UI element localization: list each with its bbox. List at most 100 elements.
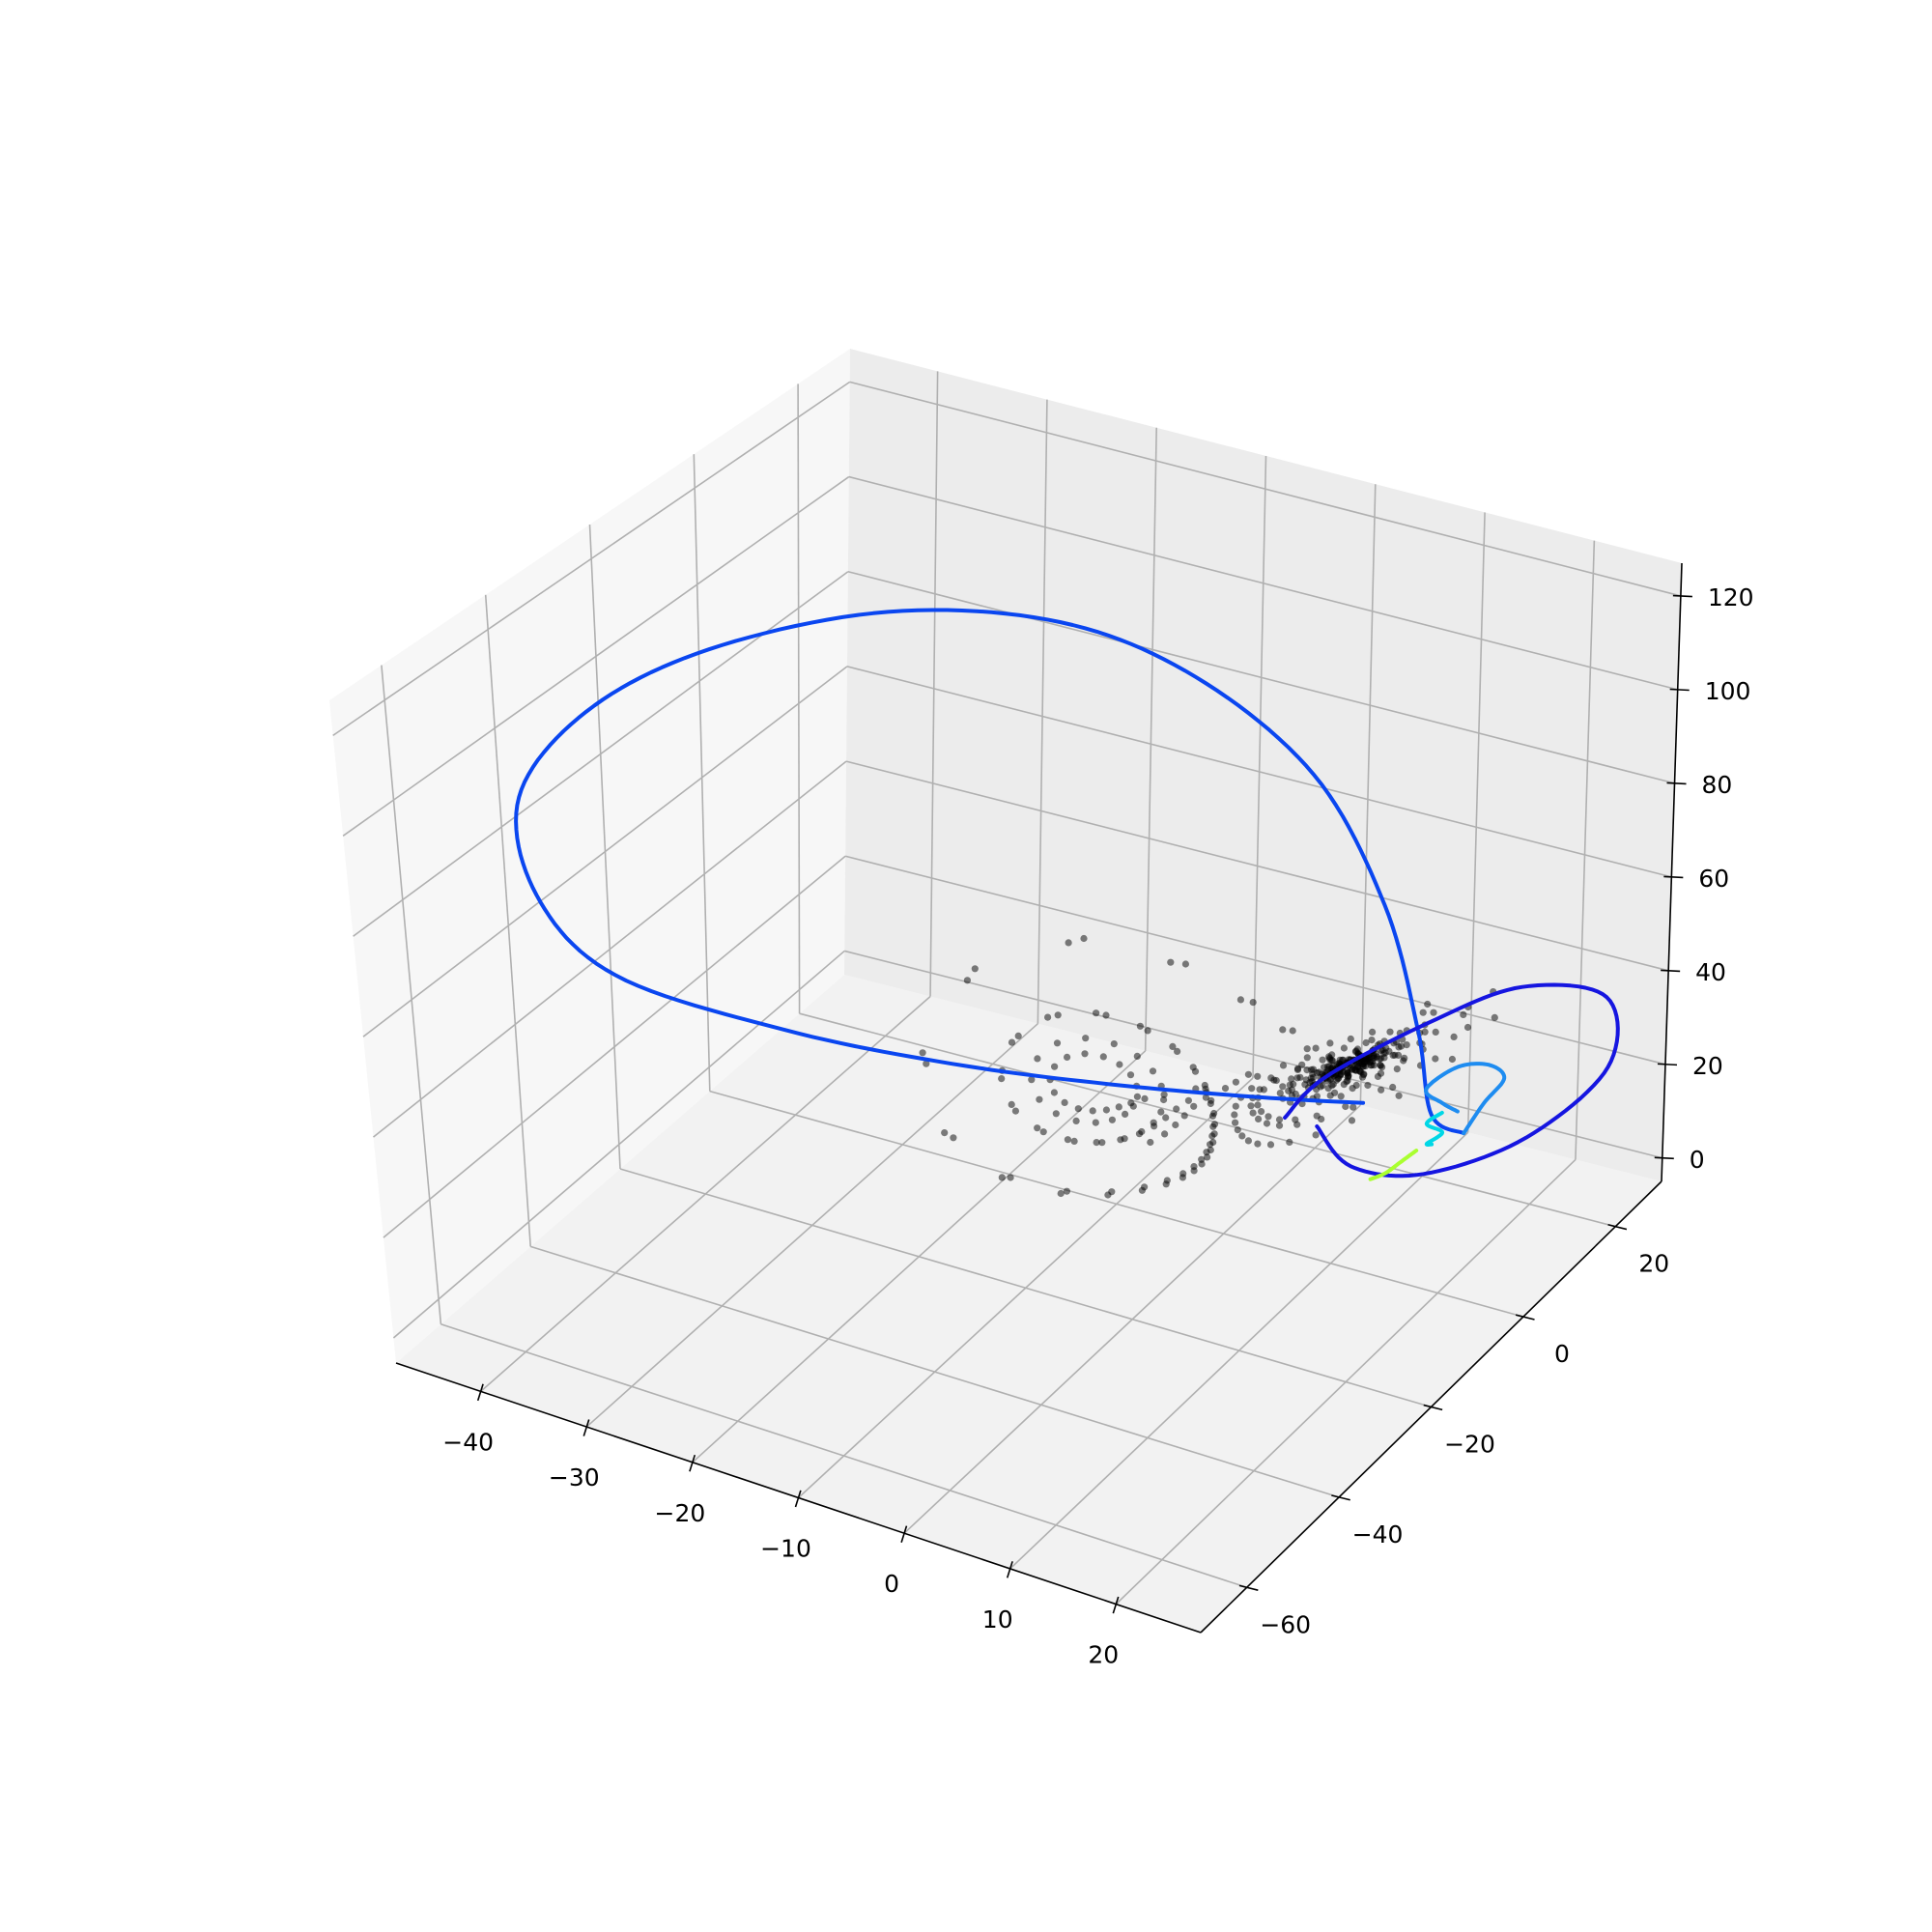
- scatter-point: [1339, 1056, 1348, 1064]
- x-tick: [900, 1525, 908, 1543]
- scatter-point: [1275, 1116, 1284, 1123]
- z-tick-label: 60: [1698, 865, 1729, 893]
- scatter-point: [963, 977, 972, 984]
- z-tick: [1666, 781, 1687, 785]
- scatter-point: [1254, 1072, 1262, 1080]
- scatter-point: [1190, 1102, 1198, 1110]
- scatter-point: [1209, 1138, 1217, 1147]
- scatter-point: [1144, 1027, 1151, 1035]
- data-series: [514, 608, 1620, 1199]
- scatter-point: [1272, 1076, 1280, 1085]
- scatter-point: [1340, 1044, 1348, 1052]
- scatter-point: [1298, 1061, 1306, 1068]
- scatter-point: [1395, 1043, 1403, 1051]
- grid-lines: [332, 371, 1682, 1605]
- x-grid-line-back: [1144, 427, 1158, 1051]
- scatter-point: [1362, 1038, 1370, 1047]
- scatter-point: [1491, 1013, 1498, 1021]
- scatter-point: [1039, 1128, 1047, 1136]
- tick-marks: [476, 594, 1692, 1614]
- scatter-point: [1108, 1116, 1116, 1123]
- z-grid-line-back: [847, 570, 1675, 784]
- scatter-point: [1351, 1048, 1359, 1056]
- scatter-point: [950, 1134, 957, 1142]
- scatter-point: [1122, 1110, 1129, 1118]
- z-grid-line-left: [332, 381, 851, 737]
- z-grid-line-back: [849, 381, 1682, 597]
- scatter-point: [998, 1075, 1006, 1083]
- x-tick-label: −10: [760, 1535, 811, 1563]
- scatter-point: [1276, 1090, 1284, 1097]
- scatter-point: [1093, 1139, 1100, 1147]
- z-tick-label: 40: [1695, 958, 1726, 986]
- scatter-point: [1292, 1116, 1299, 1123]
- x-tick-label: −20: [655, 1499, 706, 1527]
- scatter-point: [1303, 1054, 1311, 1062]
- scatter-point: [1296, 1073, 1304, 1081]
- scatter-point: [1162, 1180, 1170, 1188]
- scatter-point: [1342, 1102, 1350, 1111]
- scatter-point: [1292, 1090, 1299, 1098]
- scatter-point: [1377, 1069, 1385, 1077]
- scatter-point: [1260, 1086, 1267, 1094]
- scatter-point: [1133, 1052, 1141, 1060]
- z-grid-line-left: [362, 666, 848, 1037]
- scatter-point: [1249, 1109, 1257, 1117]
- scatter-point: [1036, 1095, 1043, 1103]
- scatter-point: [1293, 1065, 1302, 1073]
- scatter-point: [1279, 1062, 1288, 1069]
- scatter-point: [1335, 1074, 1343, 1082]
- trajectory-line-0: [514, 608, 1466, 1136]
- scatter-point: [1345, 1071, 1352, 1079]
- scatter-point: [1082, 1035, 1090, 1042]
- scatter-point: [1167, 958, 1175, 966]
- scatter-point: [1173, 1105, 1180, 1113]
- scatter-point: [1310, 1065, 1318, 1073]
- scatter-point: [1098, 1139, 1106, 1147]
- scatter-point: [1070, 1137, 1078, 1145]
- x-grid-line-back: [1359, 484, 1377, 1106]
- scatter-point: [1312, 1044, 1320, 1052]
- scatter-point: [1174, 1047, 1181, 1055]
- x-grid-line-back: [929, 371, 939, 997]
- scatter-point: [1367, 1062, 1375, 1069]
- scatter-point: [1061, 1098, 1068, 1106]
- scatter-point: [1234, 1126, 1241, 1134]
- scatter-point: [1190, 1167, 1198, 1175]
- y-grid-line-left: [381, 665, 442, 1324]
- z-grid-line-back: [845, 760, 1669, 972]
- scatter-point: [1321, 1064, 1328, 1071]
- scatter-point: [1303, 1066, 1311, 1074]
- scatter-point: [1364, 1081, 1372, 1090]
- x-tick: [1006, 1561, 1013, 1578]
- scatter-point: [1290, 1080, 1297, 1088]
- scatter-point: [1315, 1068, 1323, 1076]
- scatter-point: [1081, 1050, 1089, 1058]
- scatter-point: [1044, 1013, 1052, 1021]
- scatter-point: [1395, 1051, 1403, 1059]
- scatter-point: [1136, 1022, 1144, 1030]
- scatter-point: [1065, 939, 1072, 947]
- scatter-point: [1138, 1186, 1146, 1194]
- scatter-point: [1141, 1094, 1149, 1102]
- scatter-point: [1327, 1075, 1335, 1083]
- y-tick: [1331, 1494, 1350, 1501]
- scatter-point: [1089, 1107, 1096, 1115]
- scatter-point: [1254, 1101, 1262, 1109]
- x-tick: [689, 1454, 696, 1472]
- scatter-point: [1007, 1174, 1014, 1181]
- z-tick: [1657, 1063, 1678, 1066]
- scatter-point: [1129, 1102, 1137, 1110]
- scatter-point: [1080, 934, 1088, 943]
- scatter-point: [1126, 1071, 1135, 1079]
- scatter-point: [1207, 1146, 1214, 1154]
- scatter-point: [1147, 1138, 1154, 1147]
- scatter-point: [1232, 1119, 1239, 1126]
- z-grid-line-left: [342, 475, 850, 837]
- scatter-point: [1313, 1093, 1321, 1100]
- scatter-point: [1264, 1113, 1272, 1121]
- z-grid-line-back: [848, 475, 1678, 691]
- y-tick-label: −60: [1260, 1610, 1311, 1638]
